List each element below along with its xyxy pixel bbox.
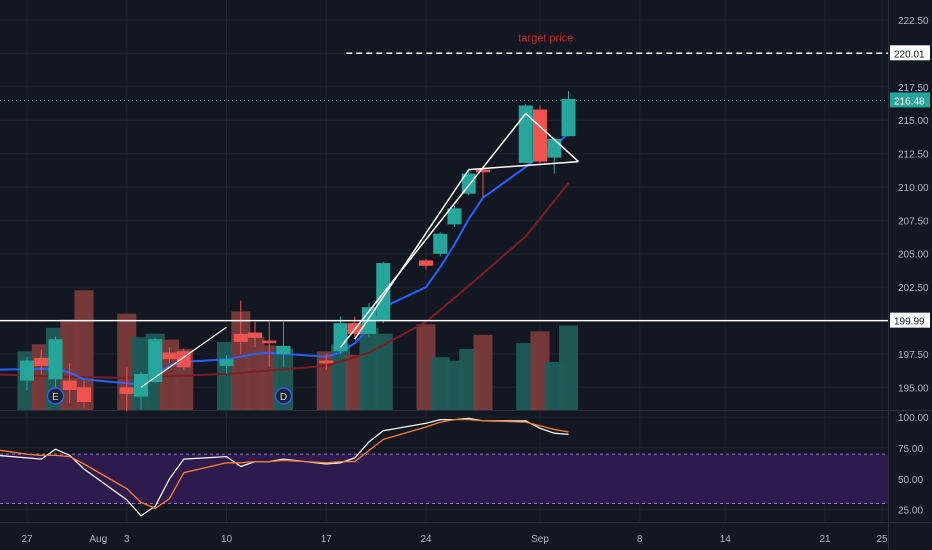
candle-body[interactable]: [134, 373, 148, 397]
rsi-tick-label: 100.00: [898, 413, 929, 424]
candle-body[interactable]: [447, 208, 462, 225]
trend-channel-line[interactable]: [525, 112, 580, 163]
rsi-tick-label: 25.00: [898, 506, 923, 517]
moving-average-layer: [0, 132, 570, 386]
earnings-marker-label: E: [52, 392, 59, 403]
target-label: target price: [518, 32, 573, 44]
time-tick-label: 27: [21, 534, 33, 545]
trend-channel-line[interactable]: [468, 160, 579, 171]
candle-body[interactable]: [547, 138, 562, 158]
price-tick-label: 195.00: [898, 383, 929, 394]
price-tick-label: 222.50: [898, 16, 929, 27]
rsi-band: [0, 454, 888, 504]
time-tick-label: 10: [221, 534, 233, 545]
candle-body[interactable]: [333, 323, 348, 352]
target-price-value: 220.01: [894, 49, 925, 60]
price-tick-label: 210.00: [898, 183, 929, 194]
price-tick-label: 212.50: [898, 150, 929, 161]
time-tick-label: 14: [720, 534, 732, 545]
price-tick-label: 215.00: [898, 116, 929, 127]
earnings-marker-icon[interactable]: [46, 387, 65, 405]
candle-body[interactable]: [20, 360, 34, 381]
candle-body[interactable]: [276, 345, 291, 354]
time-tick-label: 21: [819, 534, 831, 545]
candle-body[interactable]: [319, 360, 334, 364]
price-axis: 222.50 217.50 215.00 212.50 210.00 207.50 205.…: [21, 16, 930, 545]
last-price-value: 216.48: [894, 96, 925, 107]
time-tick-label: Sep: [531, 534, 549, 545]
candle-body[interactable]: [433, 233, 448, 254]
candle-body[interactable]: [119, 387, 134, 394]
support-price-tag: [890, 312, 930, 328]
rsi-tick-label: 50.00: [898, 475, 923, 486]
dividend-marker-label: D: [280, 392, 287, 403]
candle-body[interactable]: [419, 260, 433, 266]
target-price-tag: [890, 45, 930, 61]
trend-line[interactable]: [140, 326, 227, 388]
rsi-tick-label: 75.00: [898, 444, 923, 455]
trend-channel-line[interactable]: [354, 169, 470, 340]
time-tick-label: 17: [321, 534, 333, 545]
sma-slow-line[interactable]: [0, 182, 570, 379]
candle-body[interactable]: [48, 339, 63, 380]
drawings-layer: target price: [0, 32, 888, 388]
candle-body[interactable]: [561, 98, 576, 137]
candle-body[interactable]: [376, 263, 391, 321]
trend-channel-line[interactable]: [339, 113, 527, 348]
time-tick-label: 25: [876, 534, 888, 545]
candle-body[interactable]: [518, 105, 533, 163]
last-price-tag: [890, 92, 930, 108]
price-tick-label: 207.50: [898, 216, 929, 227]
volume-bar: [373, 333, 393, 410]
time-tick-label: 8: [637, 534, 643, 545]
price-tick-label: 205.00: [898, 250, 929, 261]
time-tick-label: 3: [124, 534, 130, 545]
candle-body[interactable]: [77, 387, 91, 402]
candle-body[interactable]: [533, 109, 547, 162]
time-tick-label: Aug: [89, 534, 107, 545]
rsi-pane: [0, 417, 888, 517]
candle-body[interactable]: [248, 332, 262, 338]
ema-fast-line[interactable]: [0, 132, 570, 386]
dividend-marker-icon[interactable]: [274, 387, 293, 405]
volume-bar: [473, 334, 493, 410]
candle-body[interactable]: [148, 339, 163, 382]
candle-body[interactable]: [476, 169, 490, 173]
price-tick-label: 202.50: [898, 283, 929, 294]
candle-body[interactable]: [233, 333, 248, 342]
rsi-series-line[interactable]: [0, 418, 569, 510]
volume-bar: [559, 325, 578, 410]
candle-body[interactable]: [62, 380, 77, 390]
support-price-value: 199.99: [894, 317, 925, 328]
price-tick-label: 197.50: [898, 350, 929, 361]
candle-body[interactable]: [262, 340, 277, 344]
candle-body[interactable]: [162, 352, 177, 360]
price-tick-label: 217.50: [898, 83, 929, 94]
candle-body[interactable]: [219, 359, 234, 366]
candle-body[interactable]: [34, 357, 49, 366]
time-tick-label: 24: [420, 534, 432, 545]
